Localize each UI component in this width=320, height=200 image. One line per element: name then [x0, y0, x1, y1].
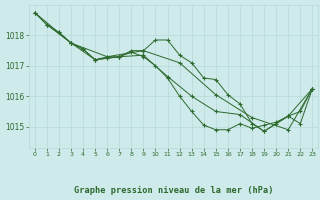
Text: Graphe pression niveau de la mer (hPa): Graphe pression niveau de la mer (hPa) [74, 186, 273, 195]
